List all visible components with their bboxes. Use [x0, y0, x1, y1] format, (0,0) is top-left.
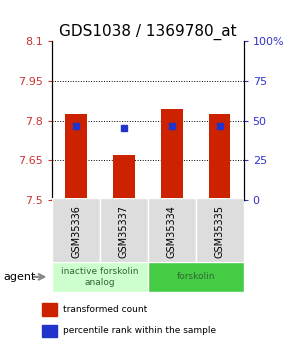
Bar — [42, 325, 57, 337]
Bar — [113, 155, 135, 200]
Bar — [52, 262, 148, 292]
Bar — [209, 114, 231, 200]
Text: transformed count: transformed count — [64, 305, 148, 314]
Text: GSM35334: GSM35334 — [167, 205, 177, 258]
Bar — [52, 198, 100, 264]
Bar — [148, 198, 196, 264]
Bar — [148, 262, 244, 292]
Bar — [196, 198, 244, 264]
Text: forskolin: forskolin — [177, 272, 215, 282]
Text: GSM35336: GSM35336 — [71, 205, 81, 258]
Text: GSM35335: GSM35335 — [215, 205, 225, 258]
Bar — [65, 114, 87, 200]
Text: inactive forskolin
analog: inactive forskolin analog — [61, 267, 139, 287]
Text: percentile rank within the sample: percentile rank within the sample — [64, 326, 217, 335]
Text: agent: agent — [3, 272, 35, 282]
Text: GSM35337: GSM35337 — [119, 205, 129, 258]
Bar — [100, 198, 148, 264]
Bar — [42, 303, 57, 316]
Title: GDS1038 / 1369780_at: GDS1038 / 1369780_at — [59, 24, 237, 40]
Bar — [161, 109, 183, 200]
